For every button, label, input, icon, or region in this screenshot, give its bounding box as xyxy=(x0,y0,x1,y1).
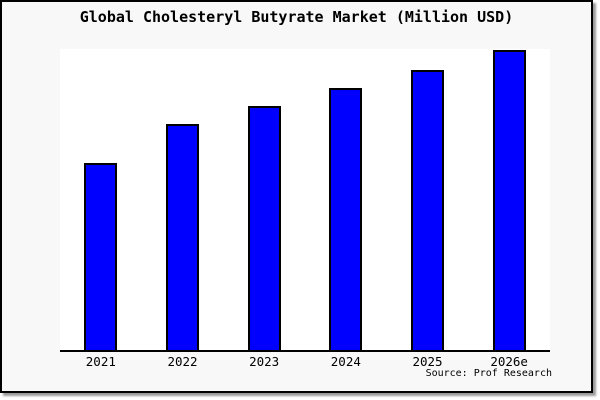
plot-area xyxy=(60,49,550,352)
x-tick-label-2025: 2025 xyxy=(412,354,443,369)
chart-card: Global Cholesteryl Butyrate Market (Mill… xyxy=(0,0,593,393)
x-tick-label-2022: 2022 xyxy=(167,354,198,369)
x-tick-label-2021: 2021 xyxy=(85,354,116,369)
source-note: Source: Prof Research xyxy=(425,368,552,379)
bar-2024 xyxy=(329,87,363,350)
bar-2021 xyxy=(84,162,118,350)
bar-2023 xyxy=(247,106,281,350)
bar-2026e xyxy=(492,50,526,350)
x-tick-label-2026e: 2026e xyxy=(490,354,528,369)
bar-2022 xyxy=(166,124,199,350)
x-tick-label-2023: 2023 xyxy=(249,354,280,369)
bar-2025 xyxy=(411,69,444,350)
x-axis-labels: 2021 2022 2023 2024 2025 2026e xyxy=(60,354,550,370)
x-tick-label-2024: 2024 xyxy=(330,354,361,369)
chart-title: Global Cholesteryl Butyrate Market (Mill… xyxy=(79,8,514,26)
